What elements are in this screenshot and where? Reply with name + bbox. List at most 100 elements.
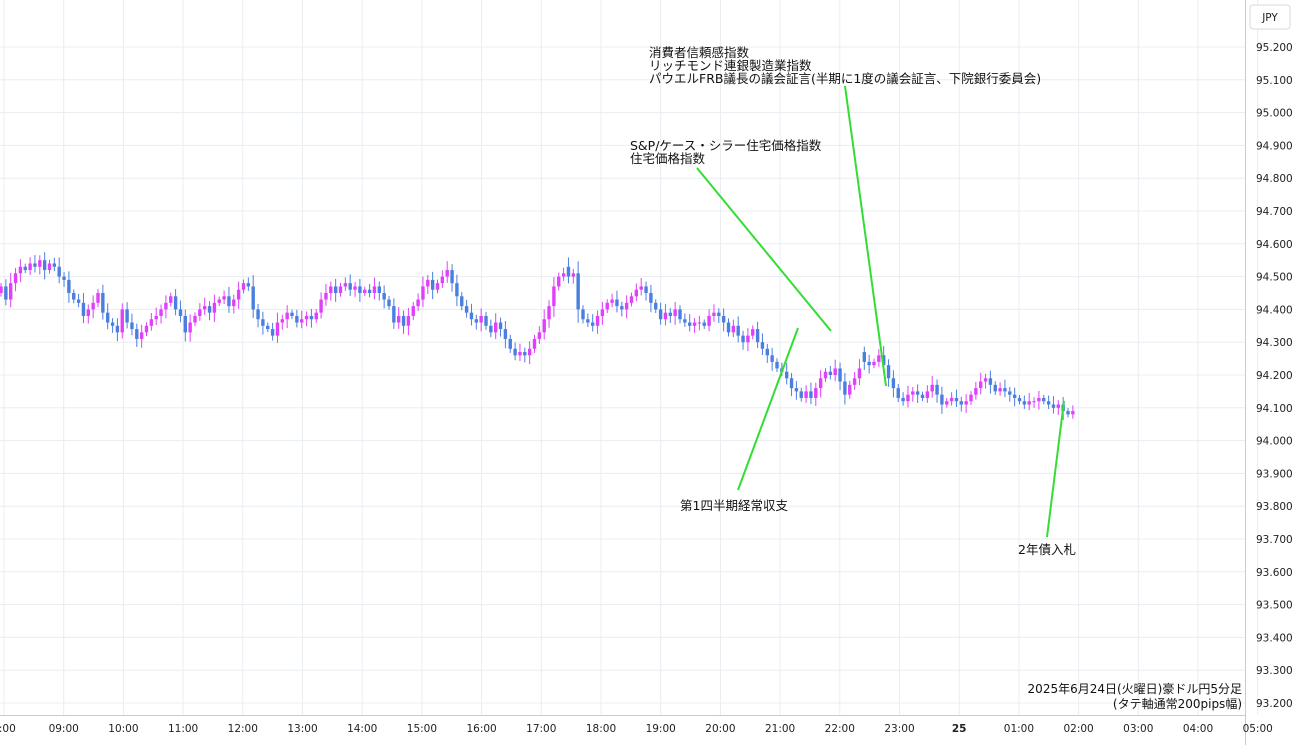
candle bbox=[537, 326, 542, 344]
time-axis[interactable]: 8:00 09:00 10:00 11:00 12:00 13:00 14:00 15:00 1… bbox=[0, 723, 1273, 735]
candle bbox=[818, 370, 823, 398]
candle-body bbox=[377, 286, 381, 293]
candle bbox=[765, 343, 769, 363]
candle bbox=[988, 370, 993, 394]
candle-body bbox=[222, 296, 226, 300]
candle-body bbox=[639, 286, 643, 290]
candle-body bbox=[285, 312, 289, 320]
candle-body bbox=[765, 348, 769, 356]
candle-body bbox=[789, 378, 794, 389]
candle bbox=[28, 257, 32, 275]
candle bbox=[338, 282, 343, 297]
time-tick-label: 13:00 bbox=[287, 723, 317, 735]
candle-body bbox=[988, 378, 993, 385]
time-tick-label: 12:00 bbox=[228, 723, 258, 735]
candle bbox=[52, 257, 57, 272]
candle bbox=[862, 346, 866, 370]
candle-body bbox=[561, 273, 566, 277]
time-tick-label: 16:00 bbox=[466, 723, 496, 735]
candle bbox=[358, 278, 362, 302]
candle bbox=[848, 380, 852, 399]
candle bbox=[406, 307, 411, 336]
price-axis[interactable]: 95.200 95.100 95.000 94.900 94.800 94.700 94.6… bbox=[1256, 42, 1293, 710]
currency-badge[interactable]: JPY bbox=[1249, 4, 1291, 30]
candle-body bbox=[387, 299, 391, 307]
candle bbox=[843, 373, 847, 405]
candle bbox=[663, 303, 668, 326]
candle bbox=[81, 293, 86, 324]
candle-body bbox=[940, 394, 944, 405]
candle-body bbox=[251, 286, 255, 310]
candle-body bbox=[518, 352, 522, 356]
candle-body bbox=[23, 266, 27, 271]
candle bbox=[833, 359, 837, 382]
candle bbox=[974, 381, 978, 400]
price-tick-label: 93.200 bbox=[1256, 698, 1293, 710]
candle bbox=[203, 297, 207, 316]
candle bbox=[62, 272, 66, 287]
candle bbox=[547, 300, 551, 328]
candle-body bbox=[867, 361, 871, 366]
candle-body bbox=[692, 322, 697, 326]
candle-body bbox=[649, 293, 653, 303]
candle-body bbox=[983, 378, 988, 382]
candle bbox=[755, 321, 760, 349]
price-tick-label: 94.000 bbox=[1256, 436, 1293, 448]
candle-body bbox=[178, 309, 183, 316]
candle-body bbox=[600, 309, 605, 316]
candle-body bbox=[1056, 404, 1060, 408]
candle-body bbox=[726, 322, 731, 333]
candle-body bbox=[183, 315, 187, 333]
candle bbox=[828, 365, 833, 380]
chart-caption-line2: (タテ軸通常200pips幅) bbox=[1113, 696, 1242, 711]
candle-body bbox=[319, 299, 323, 313]
candle bbox=[464, 299, 469, 318]
candle bbox=[450, 264, 454, 292]
candle-body bbox=[91, 302, 95, 310]
annotation-line bbox=[844, 85, 887, 387]
candle bbox=[91, 295, 95, 319]
time-tick-label: 25 bbox=[952, 723, 967, 735]
candle-body bbox=[115, 325, 120, 333]
candle bbox=[13, 267, 18, 292]
candle-body bbox=[775, 361, 779, 369]
candle-body bbox=[979, 381, 983, 389]
annotation-line bbox=[696, 167, 832, 332]
candle-body bbox=[450, 270, 454, 284]
candle-body bbox=[435, 283, 440, 290]
candle-body bbox=[833, 368, 837, 375]
candle bbox=[654, 299, 658, 314]
annotation-text: パウエルFRB議長の議会証言(半期に1度の議会証言、下院銀行委員会) bbox=[649, 71, 1041, 86]
candle bbox=[751, 325, 755, 340]
candle bbox=[940, 386, 944, 414]
candle bbox=[595, 310, 600, 334]
candle-body bbox=[969, 394, 973, 402]
candle-body bbox=[654, 302, 658, 310]
candle-body bbox=[678, 309, 682, 320]
candle bbox=[566, 257, 571, 284]
candle-body bbox=[877, 355, 881, 362]
candle-body bbox=[47, 263, 52, 271]
candle-body bbox=[658, 309, 663, 320]
time-tick-label: 21:00 bbox=[765, 723, 795, 735]
candle bbox=[518, 343, 522, 362]
price-tick-label: 94.600 bbox=[1256, 239, 1293, 251]
candle-body bbox=[1046, 401, 1051, 405]
candle bbox=[353, 282, 357, 297]
candle bbox=[139, 324, 144, 348]
candle-body bbox=[416, 299, 420, 307]
candle bbox=[867, 354, 871, 374]
candle bbox=[76, 293, 81, 308]
candle bbox=[193, 312, 197, 327]
candle-body bbox=[353, 286, 357, 290]
annotation-text: 2年債入札 bbox=[1018, 542, 1076, 557]
chart-caption-line1: 2025年6月24日(火曜日)豪ドル円5分足 bbox=[1028, 681, 1242, 696]
candle bbox=[615, 290, 619, 313]
candle bbox=[702, 319, 706, 329]
price-tick-label: 93.300 bbox=[1256, 665, 1293, 677]
time-tick-label: 20:00 bbox=[705, 723, 735, 735]
candle-body bbox=[1017, 397, 1022, 402]
candle-body bbox=[139, 332, 144, 339]
candle-body bbox=[891, 378, 896, 389]
